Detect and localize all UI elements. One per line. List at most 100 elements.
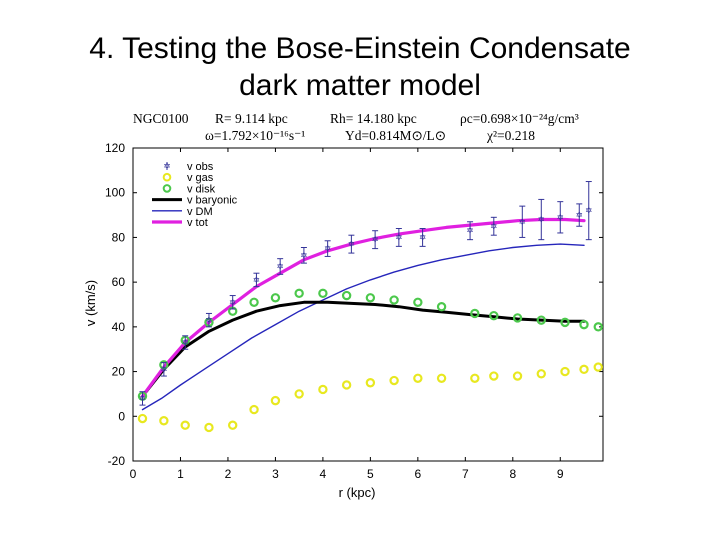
x-tick-label: 5 (367, 467, 374, 481)
legend-swatch (162, 172, 172, 182)
data-point: ✡ (300, 250, 308, 260)
data-point: ✡ (348, 239, 356, 249)
data-point (489, 371, 499, 381)
legend-item: v DM (152, 206, 213, 218)
data-point: ✡ (395, 232, 403, 242)
data-point: ✡ (419, 232, 427, 242)
data-point: ✡ (575, 210, 583, 220)
data-point: ✡ (276, 261, 284, 271)
legend-marker: ✡ (163, 161, 171, 171)
data-point: ✡ (519, 217, 527, 227)
data-point (489, 310, 499, 321)
y-tick-label: 0 (118, 409, 125, 423)
y-tick-label: 60 (112, 275, 126, 289)
x-tick-label: 2 (225, 467, 232, 481)
data-point (389, 375, 399, 386)
data-point (536, 369, 546, 379)
data-point: ✡ (160, 364, 168, 374)
legend-item: v gas (162, 172, 214, 184)
data-point (436, 373, 447, 383)
data-point (593, 362, 603, 372)
legend-label: v gas (187, 172, 214, 184)
data-point (318, 384, 328, 395)
x-axis-label: r (kpc) (339, 485, 376, 500)
legend-label: v obs (187, 161, 214, 173)
series-v-disk (137, 288, 603, 401)
legend-item: v disk (162, 183, 216, 195)
data-point (389, 295, 399, 305)
legend-label: v baryonic (187, 195, 238, 207)
x-tick-label: 6 (415, 467, 422, 481)
data-point (536, 315, 546, 325)
data-point: ✡ (585, 206, 593, 216)
data-point (204, 422, 214, 433)
data-point (560, 317, 570, 328)
rh-parameter: Rh= 14.180 kpc (330, 111, 417, 126)
y-tick-label: 100 (105, 186, 125, 200)
x-tick-label: 9 (557, 467, 564, 481)
data-point (436, 302, 447, 312)
data-point (180, 420, 190, 430)
x-tick-label: 3 (272, 467, 279, 481)
legend-item: v tot (152, 217, 208, 229)
galaxy-name: NGC0100 (133, 111, 189, 126)
x-tick-label: 7 (462, 467, 469, 481)
series-v-dm (141, 243, 585, 411)
data-point: ✡ (205, 315, 213, 325)
x-tick-label: 1 (177, 467, 184, 481)
data-point: ✡ (253, 275, 261, 285)
data-point (341, 380, 352, 390)
rho-parameter: ρc=0.698×10⁻²⁴g/cm³ (460, 111, 579, 126)
r-parameter: R= 9.114 kpc (215, 111, 288, 126)
series-line (140, 217, 586, 398)
data-point (413, 297, 423, 307)
y-tick-label: 120 (105, 141, 125, 155)
data-point (470, 308, 480, 319)
data-point (137, 413, 148, 424)
y-axis-label: v (km/s) (83, 280, 98, 326)
data-point: ✡ (371, 235, 379, 245)
legend-item: ✡ v obs (163, 161, 214, 173)
data-point: ✡ (139, 393, 147, 403)
data-point (227, 420, 238, 430)
data-point (579, 319, 589, 330)
legend-label: v DM (187, 206, 213, 218)
data-point (512, 371, 523, 381)
data-point (365, 293, 376, 303)
legend-label: v disk (187, 183, 216, 195)
data-point: ✡ (538, 215, 546, 225)
data-point: ✡ (466, 226, 474, 236)
slide-title-line-1: 4. Testing the Bose-Einstein Condensate (89, 32, 631, 65)
upsilon-parameter: Υd=0.814M⊙/L⊙ (345, 128, 447, 143)
x-tick-label: 8 (509, 467, 516, 481)
data-point (318, 288, 328, 299)
y-tick-label: -20 (108, 454, 126, 468)
data-point (159, 416, 169, 426)
data-point (270, 293, 281, 303)
x-tick-label: 4 (320, 467, 327, 481)
legend-label: v tot (187, 217, 208, 229)
data-point: ✡ (324, 244, 332, 254)
series-v-tot (140, 217, 586, 398)
data-point (294, 288, 304, 299)
data-point: ✡ (490, 221, 498, 231)
slide-title-line-2: dark matter model (239, 69, 481, 102)
omega-parameter: ω=1.792×10⁻¹⁶s⁻¹ (205, 128, 306, 143)
data-point (470, 373, 480, 383)
y-tick-label: 20 (112, 365, 126, 379)
series-v-gas (137, 362, 603, 433)
x-tick-label: 0 (130, 467, 137, 481)
legend-item: v baryonic (152, 195, 238, 207)
data-point (270, 395, 281, 406)
slide-title: 4. Testing the Bose-Einstein Condensate … (0, 30, 720, 104)
data-point (249, 404, 259, 415)
series-v-obs: ✡✡✡✡✡✡✡✡✡ ✡ ✡ ✡ ✡✡ ✡ ✡ ✡ ✡ ✡ ✡ (139, 181, 593, 406)
data-point (294, 389, 304, 399)
series-line (141, 243, 585, 411)
data-point (560, 366, 570, 377)
data-point (512, 313, 523, 323)
data-point: ✡ (229, 297, 237, 307)
data-point (593, 322, 603, 332)
y-tick-label: 80 (112, 230, 126, 244)
